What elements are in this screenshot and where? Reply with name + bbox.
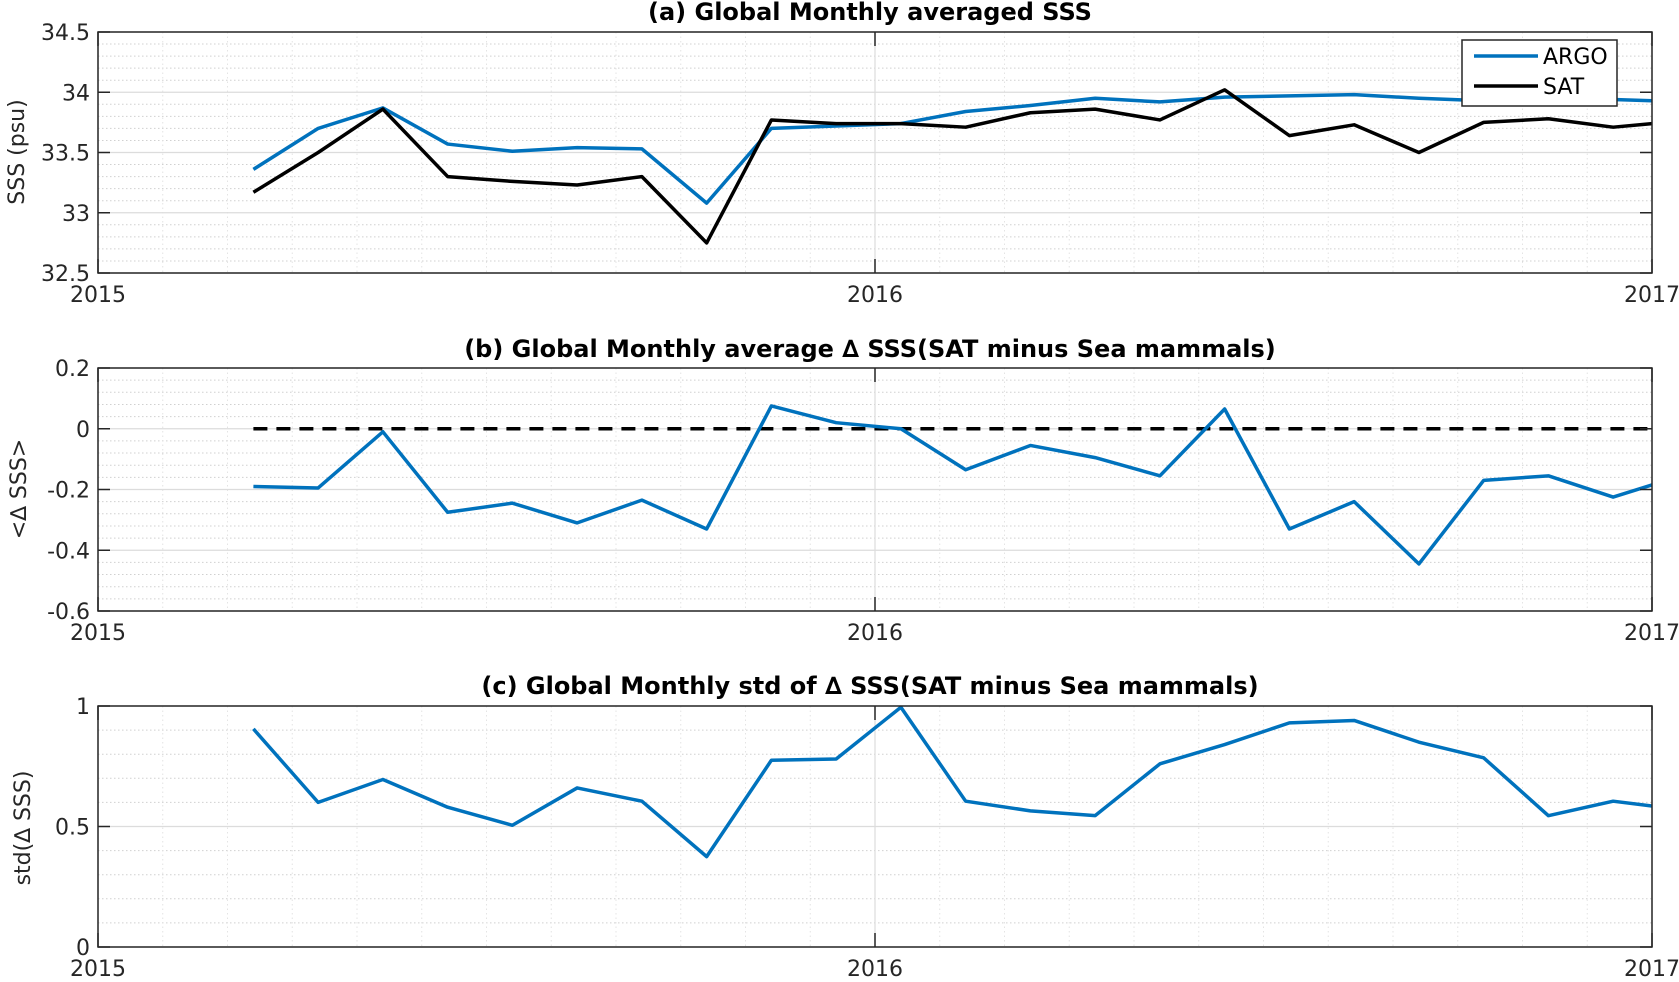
panel-c-x-tick-label: 2016	[847, 957, 903, 982]
panel-a-y-tick-label: 33	[62, 202, 90, 227]
panel-a-legend: ARGO SAT	[1461, 39, 1618, 107]
panel-c-y-tick-label: 0.5	[55, 816, 90, 841]
panel-a-series-argo	[252, 92, 1653, 205]
panel-a-series-sat	[252, 88, 1653, 245]
legend-box	[1461, 39, 1618, 107]
panel-c-series-line0	[252, 705, 1653, 859]
legend-argo-label: ARGO	[1543, 45, 1608, 70]
panel-b: (b) Global Monthly average ∆ SSS(SAT min…	[7, 335, 1679, 646]
panel-c-plot: 2015 2016 2017 0 0.5 1	[55, 695, 1679, 982]
panel-c-y-tick-label: 0	[76, 936, 90, 961]
panel-b-x-tick-label: 2017	[1624, 621, 1679, 646]
panel-b-y-tick-label: 0.2	[55, 357, 90, 382]
panel-a-plot: 2015 2016 2017 32.5 33 33.5 34 34.5	[41, 21, 1679, 308]
panel-a-y-tick-label: 34	[62, 81, 90, 106]
panel-c-title: (c) Global Monthly std of ∆ SSS(SAT minu…	[481, 672, 1258, 700]
panel-a: (a) Global Monthly averaged SSS SSS (psu…	[5, 0, 1679, 308]
panel-b-y-tick-label: -0.6	[47, 600, 90, 625]
panel-b-plot: 2015 2016 2017 -0.6 -0.4 -0.2 0 0.2	[47, 357, 1679, 646]
panel-a-y-tick-label: 33.5	[41, 142, 90, 167]
panel-a-x-tick-label: 2016	[847, 283, 903, 308]
panel-b-series-line0	[253, 404, 1653, 566]
panel-b-title: (b) Global Monthly average ∆ SSS(SAT min…	[464, 335, 1276, 363]
panel-b-x-tick-label: 2015	[70, 621, 126, 646]
panel-b-y-tick-label: 0	[76, 418, 90, 443]
panel-c: (c) Global Monthly std of ∆ SSS(SAT minu…	[11, 672, 1679, 982]
panel-c-x-tick-label: 2015	[70, 957, 126, 982]
panel-b-y-tick-label: -0.4	[47, 539, 90, 564]
panel-b-x-tick-label: 2016	[847, 621, 903, 646]
panel-a-x-tick-label: 2017	[1624, 283, 1679, 308]
panel-a-ylabel: SSS (psu)	[5, 99, 30, 204]
panel-c-x-tick-label: 2017	[1624, 957, 1679, 982]
panel-c-y-tick-label: 1	[76, 695, 90, 720]
panel-a-title: (a) Global Monthly averaged SSS	[648, 0, 1092, 26]
panel-b-y-tick-label: -0.2	[47, 479, 90, 504]
panel-b-ylabel: <∆ SSS>	[7, 439, 32, 539]
panel-c-ylabel: std(∆ SSS)	[11, 771, 36, 886]
panel-a-x-tick-label: 2015	[70, 283, 126, 308]
panel-a-y-tick-label: 34.5	[41, 21, 90, 46]
legend-sat-label: SAT	[1543, 75, 1585, 100]
panel-a-y-tick-label: 32.5	[41, 262, 90, 287]
